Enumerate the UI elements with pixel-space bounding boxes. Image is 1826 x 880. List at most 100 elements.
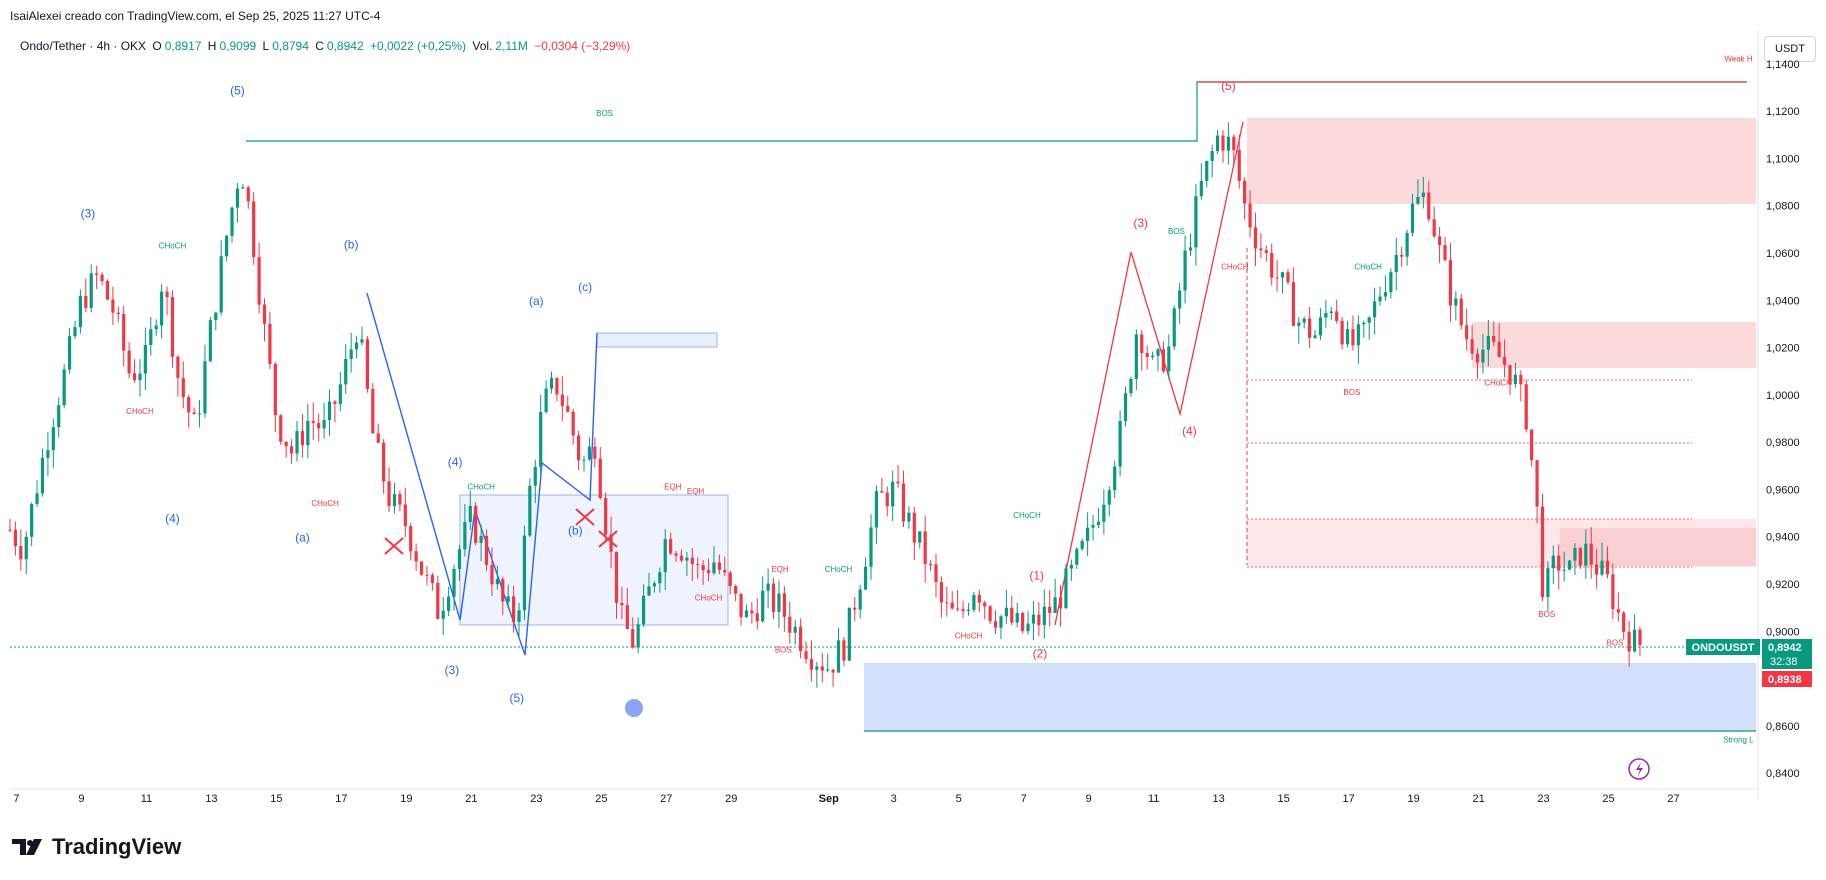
candle-body (1578, 547, 1582, 566)
candle-body (311, 420, 315, 424)
cross-marker-3 (598, 530, 618, 548)
candle-body (1015, 613, 1019, 623)
candle-body (1622, 612, 1626, 632)
candle-body (257, 257, 261, 305)
candle-body (723, 569, 727, 573)
currency-unit-button[interactable]: USDT (1764, 36, 1816, 62)
candle-body (858, 589, 862, 610)
time-axis[interactable]: 7 9 11 13 15 17 19 21 23 25 27 29 Sep 3 5 7 9 11 13 15 17 19 2… (10, 788, 1758, 805)
candle-body (105, 281, 110, 300)
candle-body (1335, 311, 1339, 321)
candle-body (1313, 335, 1317, 338)
candle-body (262, 304, 267, 324)
candle-body (744, 610, 749, 618)
candle-body (1448, 260, 1453, 306)
candle-body (1226, 136, 1231, 151)
candle-body (1340, 320, 1344, 345)
symbol-legend[interactable]: Ondo/Tether · 4h · OKX O 0,8917 H 0,9099 L… (20, 39, 633, 53)
structure-label: BOS (1343, 388, 1360, 397)
wave-label-blue: (b) (344, 237, 359, 251)
time-tick-label: 21 (1472, 793, 1484, 805)
candle-body (1134, 334, 1138, 379)
candle-body (149, 329, 153, 345)
price-axis[interactable]: 1,1400 1,1200 1,1000 1,0800 1,0600 1,0400 1,02… (1757, 30, 1800, 800)
time-tick-label: 27 (660, 793, 672, 805)
target-circle (625, 699, 643, 717)
candle-body (176, 356, 180, 378)
candle-body (284, 441, 288, 447)
candle-body (576, 435, 581, 461)
candle-body (555, 378, 559, 395)
candle-body (1037, 614, 1041, 626)
candle-body (690, 557, 694, 565)
candle-body (1253, 227, 1258, 249)
tradingview-logo[interactable]: TradingView (12, 834, 181, 860)
candle-body (436, 583, 440, 619)
candle-body (1513, 374, 1518, 385)
candle-body (755, 613, 759, 622)
candle-body (842, 640, 846, 661)
high-label: H (207, 39, 217, 53)
candle-body (636, 624, 640, 648)
candle-body (1091, 525, 1095, 528)
candle-body (782, 593, 786, 617)
candle-body (333, 401, 337, 404)
candle-body (1329, 311, 1333, 314)
candle-body (1394, 254, 1398, 273)
price-tick-label: 1,0200 (1766, 343, 1800, 355)
structure-label: BOS (1168, 227, 1185, 236)
time-tick-label: 15 (270, 793, 282, 805)
candle-body (1557, 555, 1561, 571)
supply-zone-low-inner (1560, 528, 1756, 566)
candle-body (1432, 219, 1436, 237)
structure-label: Weak H (1724, 54, 1753, 63)
candle-body (1567, 560, 1572, 570)
time-tick-label: 17 (335, 793, 347, 805)
candle-body (1280, 272, 1285, 278)
candle-body (880, 491, 884, 493)
candle-body (1443, 245, 1447, 261)
candle-body (1519, 374, 1523, 385)
candle-body (1210, 151, 1214, 162)
candle-body (517, 610, 521, 622)
candle-body (452, 568, 456, 597)
candle-body (1486, 335, 1490, 350)
candle-body (154, 325, 158, 330)
candle-body (95, 273, 99, 275)
time-tick-label: 17 (1342, 793, 1354, 805)
candle-body (306, 420, 310, 446)
open-value: 0,8917 (164, 39, 202, 53)
wave-label-blue: (4) (448, 455, 463, 469)
candle-body (939, 582, 944, 603)
price-tick-label: 0,9000 (1766, 626, 1800, 638)
candle-body (1427, 192, 1431, 220)
candle-body (652, 583, 656, 587)
candle-body (1508, 364, 1512, 385)
candle-body (717, 562, 721, 570)
structure-label: CHoCH (1221, 263, 1249, 272)
candle-body (788, 616, 792, 633)
symbol-name[interactable]: Ondo/Tether · 4h · OKX (20, 39, 147, 53)
candle-body (132, 373, 137, 381)
time-tick-label: 23 (530, 793, 542, 805)
candle-body (1367, 317, 1371, 323)
time-tick-label: Sep (819, 793, 839, 805)
candle-body (1362, 322, 1366, 325)
wave-label-blue: (a) (295, 530, 310, 544)
time-tick-label: 19 (1407, 793, 1419, 805)
candle-body (354, 342, 359, 350)
candle-body (793, 626, 797, 633)
price-tick-label: 1,0600 (1766, 248, 1800, 260)
candle-body (100, 274, 104, 282)
candle-body (750, 610, 754, 614)
candle-body (522, 535, 527, 611)
price-tick-label: 0,9200 (1766, 579, 1800, 591)
price-tick-label: 1,1400 (1766, 59, 1800, 71)
candle-body (1264, 250, 1268, 253)
candle-body (739, 593, 743, 618)
volume-change: −0,0304 (−3,29%) (534, 39, 631, 53)
candle-body (479, 535, 483, 543)
candle-body (1048, 606, 1052, 613)
candle-body (674, 553, 678, 556)
